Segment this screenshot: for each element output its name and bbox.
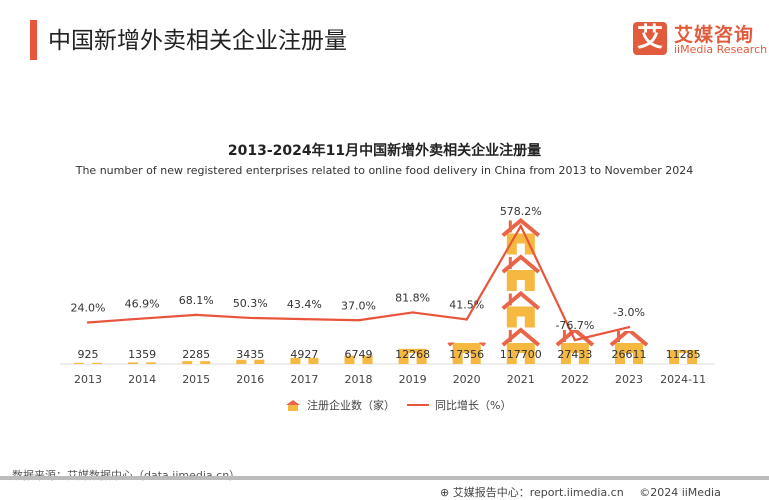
growth-point — [303, 317, 306, 321]
bar-2015 — [182, 361, 211, 364]
x-tick-label: 2013 — [74, 373, 102, 386]
house-icon — [398, 348, 427, 364]
bar-2017 — [290, 357, 319, 364]
growth-label: -3.0% — [613, 306, 645, 319]
bar-2014 — [128, 362, 157, 364]
x-tick-label: 2024-11 — [660, 373, 706, 386]
house-icon — [182, 361, 211, 364]
growth-label: 37.0% — [341, 299, 376, 312]
bar-value-label: 1359 — [128, 348, 156, 361]
house-icon — [236, 359, 265, 364]
legend-bar-label: 注册企业数（家） — [307, 399, 395, 412]
x-tick-label: 2023 — [615, 373, 643, 386]
logo-en: iiMedia Research — [674, 43, 768, 56]
house-icon — [447, 342, 486, 364]
growth-label: 578.2% — [500, 205, 542, 218]
legend-line-icon — [407, 404, 429, 406]
bar-value-label: 925 — [78, 348, 99, 361]
bar-2022 — [555, 329, 595, 364]
bar-2024-11 — [669, 350, 698, 364]
x-tick-label: 2022 — [561, 373, 589, 386]
bar-value-label: 2285 — [182, 348, 210, 361]
growth-point — [627, 326, 631, 329]
growth-point — [140, 317, 144, 320]
house-icon — [501, 327, 541, 364]
x-tick-label: 2021 — [507, 373, 535, 386]
growth-point — [519, 224, 522, 228]
bar-value-label: 6749 — [345, 348, 373, 361]
house-icon — [344, 355, 373, 364]
growth-point — [357, 319, 360, 322]
bar-2013 — [74, 362, 102, 364]
bar-2018 — [344, 355, 373, 364]
house-icon — [555, 329, 595, 364]
chart-subtitle: The number of new registered enterprises… — [75, 164, 694, 177]
report-link[interactable]: 艾媒报告中心：report.iimedia.cn — [452, 486, 624, 499]
copyright: ©2024 iiMedia Research Inc — [639, 486, 721, 499]
growth-label: 41.5% — [449, 298, 484, 311]
growth-point — [249, 316, 252, 320]
bar-value-label: 17356 — [449, 348, 484, 361]
growth-label: 24.0% — [71, 302, 106, 315]
bar-value-label: 117700 — [500, 348, 542, 361]
growth-point — [573, 338, 577, 342]
x-tick-label: 2019 — [399, 373, 427, 386]
growth-label: 81.8% — [395, 291, 430, 304]
source-note: 数据来源：艾媒数据中心（data.iimedia.cn） — [12, 467, 240, 483]
legend-line-label: 同比增长（%） — [435, 399, 512, 412]
house-icon — [501, 290, 541, 328]
growth-point — [195, 313, 198, 317]
growth-line — [87, 223, 630, 342]
bar-value-label: 27433 — [557, 348, 592, 361]
iimedia-logo-icon: 艾 — [633, 22, 667, 55]
legend-house-icon — [286, 400, 300, 411]
bar-2021 — [501, 218, 541, 364]
x-tick-label: 2014 — [128, 373, 156, 386]
growth-point — [465, 318, 468, 321]
x-tick-label: 2016 — [236, 373, 264, 386]
bar-value-label: 4927 — [290, 348, 318, 361]
bar-value-label: 3435 — [236, 348, 264, 361]
growth-label: 46.9% — [125, 298, 160, 311]
house-icon — [290, 357, 319, 364]
bar-2023 — [609, 330, 649, 364]
growth-label: -76.7% — [555, 319, 594, 332]
house-icon — [669, 350, 698, 364]
footer: ⊕ 艾媒报告中心：report.iimedia.cn ©2024 iiMedia… — [440, 484, 769, 500]
growth-point — [86, 321, 90, 324]
footer-divider — [0, 476, 769, 480]
house-icon — [501, 254, 541, 291]
title-accent-bar — [30, 20, 37, 60]
bar-2020 — [447, 342, 486, 364]
house-icon — [74, 362, 102, 364]
growth-label: 50.3% — [233, 297, 268, 310]
growth-label: 68.1% — [179, 294, 214, 307]
chart-title: 2013-2024年11月中国新增外卖相关企业注册量 — [227, 143, 542, 159]
x-tick-label: 2020 — [453, 373, 481, 386]
house-icon — [128, 362, 157, 364]
page-title: 中国新增外卖相关企业注册量 — [48, 28, 347, 54]
x-tick-label: 2015 — [182, 373, 210, 386]
bar-2016 — [236, 359, 265, 364]
bar-value-label: 11285 — [666, 348, 701, 361]
x-tick-label: 2017 — [290, 373, 318, 386]
bar-2019 — [398, 348, 427, 364]
bar-value-label: 12268 — [395, 348, 430, 361]
house-icon — [609, 330, 649, 364]
legend: 注册企业数（家） 同比增长（%） — [285, 397, 511, 413]
growth-point — [411, 311, 414, 314]
growth-label: 43.4% — [287, 298, 322, 311]
globe-icon: ⊕ — [440, 486, 450, 499]
logo-cn: 艾媒咨询 — [674, 24, 755, 46]
x-tick-label: 2018 — [345, 373, 373, 386]
bar-value-label: 26611 — [612, 348, 647, 361]
